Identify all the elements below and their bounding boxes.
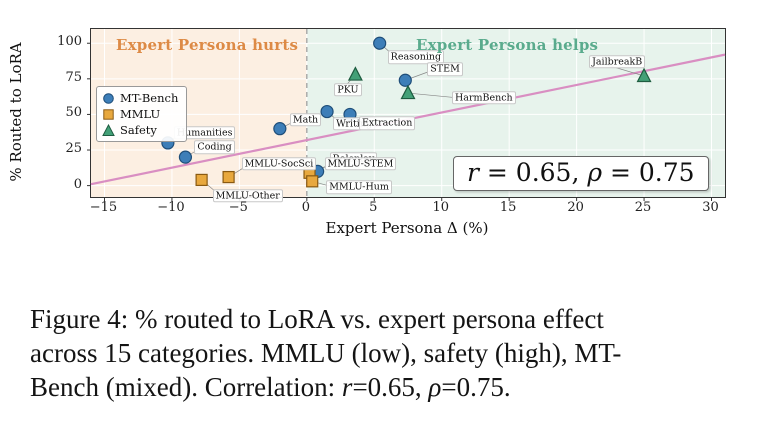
annotation-mmlu-socsci: MMLU-SocSci [241,157,317,171]
legend-label: MT-Bench [120,91,179,105]
caption-line-1: Figure 4: % routed to LoRA vs. expert pe… [30,304,604,334]
x-tick-label: 10 [432,200,449,215]
point-mmlu-other [195,173,208,187]
triangle-marker-icon [102,123,115,136]
point-harmbench [400,84,416,100]
stat-rho-symbol: ρ [587,158,603,187]
legend: MT-Bench MMLU Safety [96,86,188,142]
y-tick-label: 75 [65,69,82,85]
x-tick-label: −5 [228,200,248,215]
circle-marker-icon [103,92,114,104]
x-axis-label: Expert Persona Δ (%) [325,219,489,237]
x-tick-label: 0 [301,200,310,215]
caption-seg: =0.65, [352,372,429,402]
point-coding [178,150,193,164]
x-tick-label: 25 [634,200,652,215]
point-reasoning [373,36,387,50]
plot-area: Reasoning STEM Writing Extraction Math Humani… [87,28,726,203]
y-tick-label: 0 [73,176,82,192]
point-math [273,122,287,136]
caption-rho-symbol: ρ [428,372,442,402]
figure-4-scatter-plot: % Routed to LoRA Reasoning STEM Writing Ext… [7,28,726,237]
x-tick-label: 15 [499,200,517,215]
caption-line-3: Bench (mixed). Correlation: r=0.65, ρ=0.… [30,370,744,404]
point-jailbreakb [636,67,652,83]
region-label-hurts: Expert Persona hurts [116,36,299,54]
legend-item-safety: Safety [102,123,178,137]
square-marker-shape [103,108,114,120]
caption-seg: Bench (mixed). Correlation: [30,372,342,402]
point-writing [320,104,334,119]
y-axis-label: % Routed to LoRA [7,42,25,182]
x-tick-label: 30 [702,200,719,215]
point-mmlu-socsci [222,170,235,184]
annotation-harmbench: HarmBench [452,91,516,105]
annotation-extraction: Extraction [358,116,416,131]
y-tick-label: 25 [65,141,82,157]
caption-line-2: across 15 categories. MMLU (low), safety… [30,338,622,368]
caption-seg: =0.75. [441,372,511,402]
square-marker-icon [103,108,114,120]
legend-label: Safety [120,123,157,137]
point-mmlu-hum [306,175,319,188]
annotation-mmlu-stem: MMLU-STEM [324,157,397,171]
region-label-helps: Expert Persona helps [416,36,599,54]
legend-label: MMLU [120,107,161,121]
annotation-mmlu-hum: MMLU-Hum [326,180,392,195]
y-tick-label: 100 [57,34,82,50]
point-pku [347,66,363,81]
x-tick-label: −15 [89,200,118,215]
figure-caption: Figure 4: % routed to LoRA vs. expert pe… [30,302,744,404]
correlation-stats-box: r = 0.65, ρ = 0.75 [453,156,709,191]
stat-r-symbol: r [467,158,479,187]
point-stem [398,73,412,87]
legend-item-mt-bench: MT-Bench [102,91,178,105]
stat-r-value: = 0.65, [478,158,588,187]
caption-r-symbol: r [341,372,353,402]
annotation-humanities: Humanities [173,126,236,140]
annotation-pku: PKU [334,82,362,97]
annotation-jailbreakb: JailbreakB [589,55,646,69]
x-tick-label: 5 [369,200,378,215]
y-tick-label: 50 [65,105,82,121]
annotation-stem: STEM [427,62,463,76]
annotation-reasoning: Reasoning [387,50,445,64]
annotation-layer: Reasoning STEM Writing Extraction Math Humani… [91,29,725,203]
leader-line-harmbench [407,92,461,99]
triangle-marker-shape [102,123,115,136]
annotation-mmlu-other: MMLU-Other [212,189,283,203]
annotation-coding: Coding [194,140,235,154]
stat-rho-value: = 0.75 [602,158,695,187]
annotation-math: Math [289,112,322,127]
x-tick-label: −10 [157,200,185,215]
x-tick-label: 20 [567,200,584,215]
legend-item-mmlu: MMLU [102,107,178,121]
circle-marker-shape [103,92,114,104]
